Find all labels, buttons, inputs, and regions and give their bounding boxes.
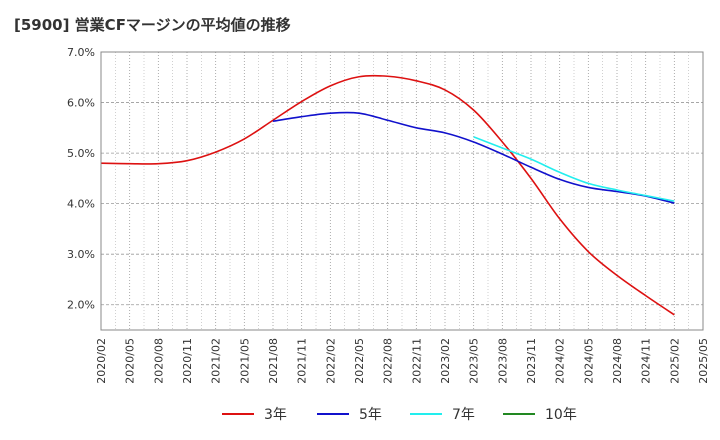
- x-tick-label: 2022/02: [324, 338, 337, 384]
- x-tick-label: 2025/02: [668, 338, 681, 384]
- legend: 3年 5年 7年 10年: [222, 407, 577, 423]
- x-tick-label: 2022/05: [353, 338, 366, 384]
- y-tick-label: 2.0%: [67, 299, 95, 312]
- y-tick-label: 5.0%: [67, 147, 95, 160]
- x-tick-label: 2023/08: [496, 338, 509, 384]
- x-tick-label: 2021/05: [238, 338, 251, 384]
- x-tick-label: 2021/11: [296, 338, 309, 384]
- x-tick-label: 2023/02: [439, 338, 452, 384]
- series-line-3年: [100, 74, 675, 316]
- series-line-5年: [272, 111, 675, 204]
- series-lines: [100, 74, 675, 316]
- y-tick-label: 7.0%: [67, 46, 95, 59]
- x-tick-label: 2020/05: [124, 338, 137, 384]
- y-tick-label: 4.0%: [67, 198, 95, 211]
- legend-label-5年: 5年: [359, 407, 382, 423]
- x-tick-label: 2023/11: [525, 338, 538, 384]
- x-axis-ticks: 2020/02 2020/05 2020/08 2020/11 2021/02 2021/…: [95, 338, 710, 384]
- x-tick-label: 2022/08: [382, 338, 395, 384]
- x-tick-label: 2025/05: [697, 338, 710, 384]
- legend-label-10年: 10年: [545, 407, 577, 423]
- series-line-7年: [473, 136, 675, 202]
- x-tick-label: 2024/11: [640, 338, 653, 384]
- y-tick-label: 3.0%: [67, 248, 95, 261]
- x-tick-label: 2021/02: [210, 338, 223, 384]
- x-tick-label: 2022/11: [410, 338, 423, 384]
- x-tick-label: 2021/08: [267, 338, 280, 384]
- x-tick-label: 2024/08: [611, 338, 624, 384]
- x-tick-label: 2024/02: [554, 338, 567, 384]
- legend-label-7年: 7年: [452, 407, 475, 423]
- x-tick-label: 2020/08: [152, 338, 165, 384]
- plot-frame: [100, 51, 704, 331]
- x-tick-label: 2024/05: [582, 338, 595, 384]
- y-axis-ticks: 7.0% 6.0% 5.0% 4.0% 3.0% 2.0%: [67, 46, 95, 312]
- x-tick-label: 2020/11: [181, 338, 194, 384]
- x-tick-label: 2023/05: [468, 338, 481, 384]
- chart-title: [5900] 営業CFマージンの平均値の推移: [14, 16, 291, 34]
- y-tick-label: 6.0%: [67, 97, 95, 110]
- x-tick-label: 2020/02: [95, 338, 108, 384]
- legend-label-3年: 3年: [264, 407, 287, 423]
